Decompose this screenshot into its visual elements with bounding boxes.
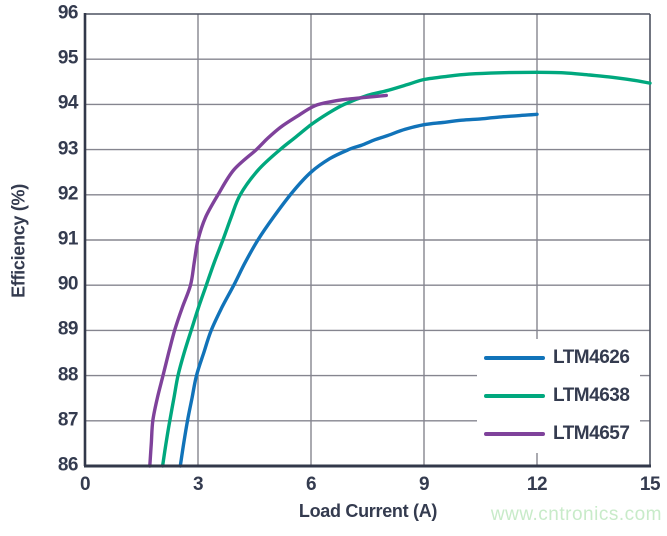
legend-label: LTM4626 — [553, 347, 630, 368]
watermark-text: www.cntronics.com — [490, 504, 662, 525]
y-tick-label: 93 — [57, 138, 79, 160]
x-tick-label: 6 — [305, 474, 317, 495]
y-tick-label: 86 — [57, 454, 79, 476]
series-line-LTM4626 — [178, 112, 539, 468]
chart-legend: LTM4626 LTM4638 LTM4657 — [477, 339, 640, 453]
y-tick-label: 92 — [57, 183, 79, 205]
x-axis-title: Load Current (A) — [298, 501, 438, 521]
x-tick-label: 3 — [192, 474, 204, 495]
legend-label: LTM4657 — [553, 423, 630, 444]
legend-line-swatch — [484, 394, 545, 398]
x-tick-label: 12 — [526, 474, 548, 495]
y-tick-label: 89 — [57, 318, 79, 340]
legend-line-swatch — [484, 432, 545, 436]
y-tick-label: 96 — [57, 2, 79, 24]
y-axis-title: Efficiency (%) — [8, 184, 29, 298]
series-line-LTM4657 — [148, 93, 388, 468]
x-tick-label: 15 — [639, 474, 661, 495]
x-tick-label: 9 — [418, 474, 430, 495]
legend-item-LTM4638: LTM4638 — [477, 385, 640, 407]
legend-line-swatch — [484, 356, 545, 360]
y-tick-label: 87 — [57, 409, 79, 431]
y-tick-label: 88 — [57, 364, 79, 386]
series-line-LTM4638 — [160, 70, 652, 468]
x-tick-label: 0 — [79, 474, 91, 495]
legend-item-LTM4657: LTM4657 — [477, 423, 640, 445]
y-tick-label: 94 — [57, 92, 79, 114]
y-tick-label: 90 — [57, 273, 79, 295]
y-tick-label: 95 — [57, 47, 79, 69]
legend-item-LTM4626: LTM4626 — [477, 347, 640, 369]
y-tick-label: 91 — [57, 228, 79, 250]
legend-label: LTM4638 — [553, 385, 630, 406]
